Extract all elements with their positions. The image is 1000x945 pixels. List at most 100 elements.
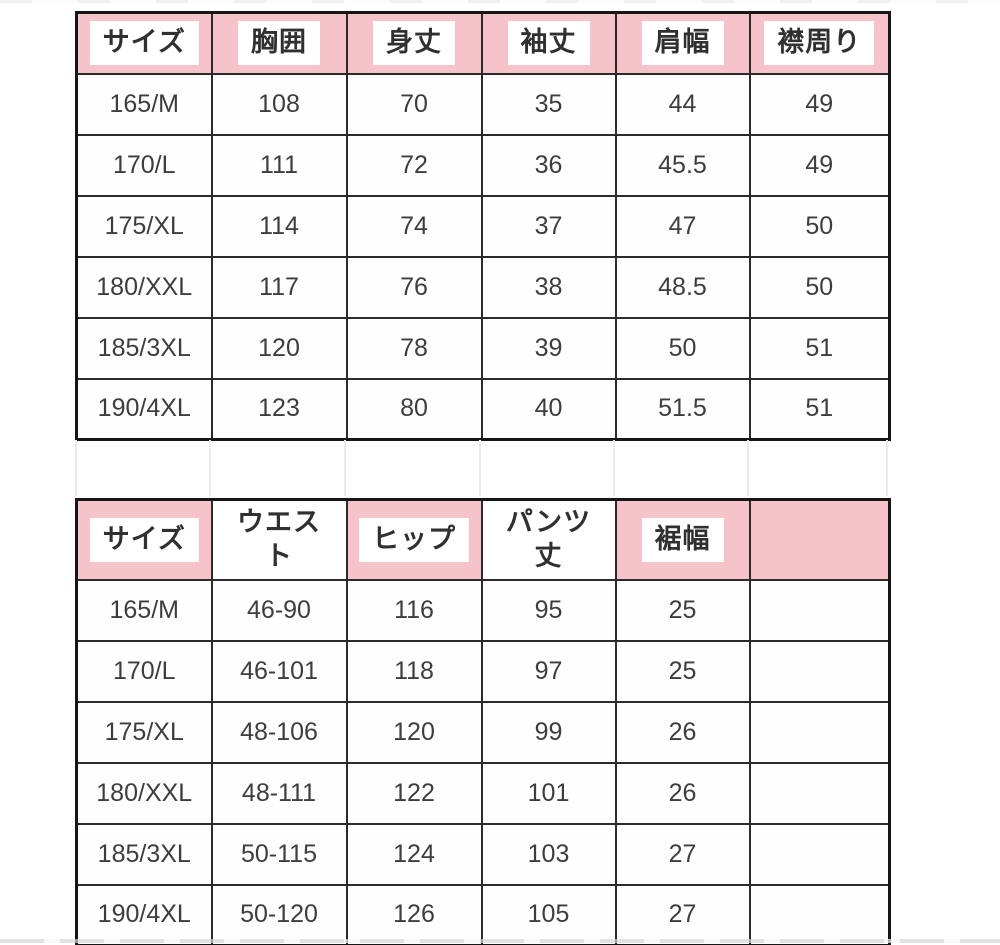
header-row: サイズ ウエスト ヒップ パンツ丈 裾幅 [75,498,891,581]
ghost-gridline [344,440,346,496]
table-row: 170/L 111 72 36 45.5 49 [75,133,891,197]
size-cell: 175/XL [75,194,213,258]
table-cell: 47 [614,194,751,258]
table-cell: 114 [210,194,348,258]
size-cell: 185/3XL [75,822,213,886]
table-row: 180/XXL 117 76 38 48.5 50 [75,255,891,319]
size-cell: 165/M [75,72,213,136]
table-row: 185/3XL 50-115 124 103 27 [75,822,891,886]
table-cell: 50-115 [210,822,348,886]
table-cell: 50 [748,194,891,258]
table-cell: 26 [614,761,751,825]
table-cell: 111 [210,133,348,197]
size-cell: 170/L [75,133,213,197]
ghost-gridline [479,440,481,496]
table-cell: 76 [345,255,483,319]
header-label-shoulder-width: 肩幅 [641,21,724,66]
header-label-waist: ウエスト [213,501,345,578]
header-label-chest: 胸囲 [238,21,320,66]
header-label-size: サイズ [89,517,199,562]
table-cell-empty [748,883,891,945]
table-row: 190/4XL 50-120 126 105 27 [75,883,891,945]
table-cell: 122 [345,761,483,825]
ghost-gridline [886,440,888,496]
table-cell: 35 [480,72,617,136]
table-cell: 123 [210,377,348,441]
header-cell-shoulder-width: 肩幅 [614,11,751,75]
table-cell: 25 [614,639,751,703]
table-cell: 80 [345,377,483,441]
table-cell: 74 [345,194,483,258]
table-cell: 51 [748,377,891,441]
table-cell: 36 [480,133,617,197]
header-label-pants-length: パンツ丈 [483,501,614,578]
ghost-gridline [209,440,211,496]
table-cell: 51 [748,316,891,380]
table-cell: 48.5 [614,255,751,319]
table-cell: 46-90 [210,578,348,642]
table-cell-empty [748,639,891,703]
table-cell: 105 [480,883,617,945]
table-row: 165/M 108 70 35 44 49 [75,72,891,136]
table-cell: 120 [210,316,348,380]
table-cell: 50 [614,316,751,380]
table-cell: 108 [210,72,348,136]
table-cell: 51.5 [614,377,751,441]
table-cell: 48-111 [210,761,348,825]
size-cell: 180/XXL [75,761,213,825]
table-cell: 124 [345,822,483,886]
header-label-body-length: 身丈 [373,21,455,66]
table-cell: 99 [480,700,617,764]
table-cell-empty [748,761,891,825]
header-cell-waist: ウエスト [210,498,348,581]
table-row: 175/XL 114 74 37 47 50 [75,194,891,258]
table-cell: 25 [614,578,751,642]
header-cell-hip: ヒップ [345,498,483,581]
table-cell: 27 [614,822,751,886]
table-cell: 78 [345,316,483,380]
header-cell-sleeve-length: 袖丈 [480,11,617,75]
header-cell-chest: 胸囲 [210,11,348,75]
table-cell: 101 [480,761,617,825]
table-cell: 44 [614,72,751,136]
gap-ghost-row [75,440,888,496]
table-cell: 103 [480,822,617,886]
table-cell: 39 [480,316,617,380]
ghost-gridline [747,440,749,496]
size-cell: 185/3XL [75,316,213,380]
header-label-collar: 襟周り [764,21,875,66]
size-cell: 175/XL [75,700,213,764]
table-cell: 40 [480,377,617,441]
table-row: 185/3XL 120 78 39 50 51 [75,316,891,380]
table-cell-empty [748,700,891,764]
header-cell-size: サイズ [75,11,213,75]
header-cell-collar: 襟周り [748,11,891,75]
tops-table-header: サイズ 胸囲 身丈 袖丈 肩幅 襟周り [75,11,891,75]
header-cell-pants-length: パンツ丈 [480,498,617,581]
table-cell: 50-120 [210,883,348,945]
table-cell: 27 [614,883,751,945]
table-cell: 37 [480,194,617,258]
header-cell-empty [748,498,891,581]
table-cell: 49 [748,72,891,136]
bottoms-table-header: サイズ ウエスト ヒップ パンツ丈 裾幅 [75,498,891,581]
table-cell: 50 [748,255,891,319]
size-cell: 170/L [75,639,213,703]
table-row: 180/XXL 48-111 122 101 26 [75,761,891,825]
size-cell: 190/4XL [75,377,213,441]
header-label-hem-width: 裾幅 [641,517,724,562]
header-cell-size: サイズ [75,498,213,581]
table-row: 175/XL 48-106 120 99 26 [75,700,891,764]
table-row: 170/L 46-101 118 97 25 [75,639,891,703]
header-cell-hem-width: 裾幅 [614,498,751,581]
header-cell-body-length: 身丈 [345,11,483,75]
table-cell: 72 [345,133,483,197]
header-label-hip: ヒップ [359,517,469,562]
table-cell: 70 [345,72,483,136]
tops-size-table: サイズ 胸囲 身丈 袖丈 肩幅 襟周り 165/M 108 70 35 44 4… [75,11,891,441]
table-cell: 120 [345,700,483,764]
table-cell: 97 [480,639,617,703]
bottoms-size-table: サイズ ウエスト ヒップ パンツ丈 裾幅 165/M 46-90 116 95 … [75,498,891,945]
table-cell: 95 [480,578,617,642]
